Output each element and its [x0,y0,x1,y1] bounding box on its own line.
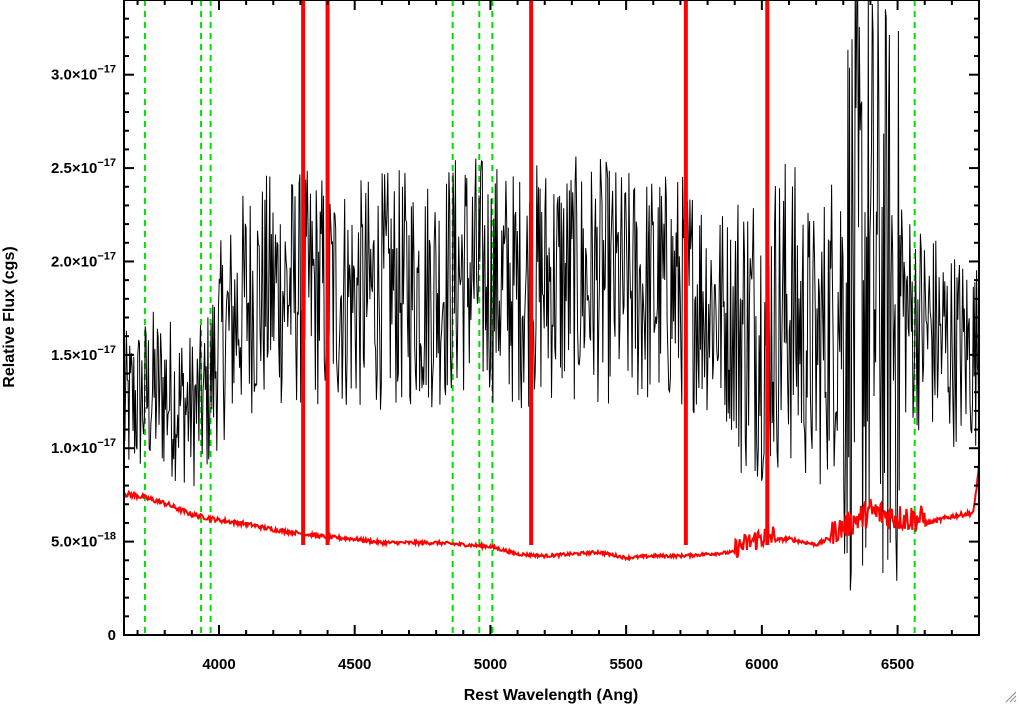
y-axis-title: Relative Flux (cgs) [1,246,18,387]
x-tick-label: 4000 [202,656,235,673]
x-axis-title: Rest Wavelength (Ang) [464,687,639,704]
red-marker-lines [301,0,770,545]
x-tick-label: 6000 [745,656,778,673]
axis-ticks [124,0,980,635]
y-tick-label: 1.5×10−17 [51,344,116,364]
y-tick-label: 2.5×10−17 [51,157,116,177]
error-spectrum-line [124,463,979,562]
y-tick-labels: 0 5.0×10−18 1.0×10−17 1.5×10−17 2.0×10−17 2.5… [51,64,116,644]
x-tick-label: 6500 [881,656,914,673]
plot-area [124,0,979,635]
y-tick-label: 1.0×10−17 [51,437,116,457]
error-layer [124,463,979,562]
x-tick-label: 5000 [474,656,507,673]
x-tick-label: 5500 [609,656,642,673]
y-tick-label: 0 [108,627,116,644]
flux-spectrum-line [124,0,979,591]
resize-grip-icon[interactable] [1005,691,1017,703]
x-tick-labels: 4000 4500 5000 5500 6000 6500 [202,656,914,673]
spectrum-layer [124,0,979,591]
x-tick-label: 4500 [338,656,371,673]
y-tick-label: 3.0×10−17 [51,64,116,84]
y-tick-label: 5.0×10−18 [51,531,116,551]
y-tick-label: 2.0×10−17 [51,250,116,270]
